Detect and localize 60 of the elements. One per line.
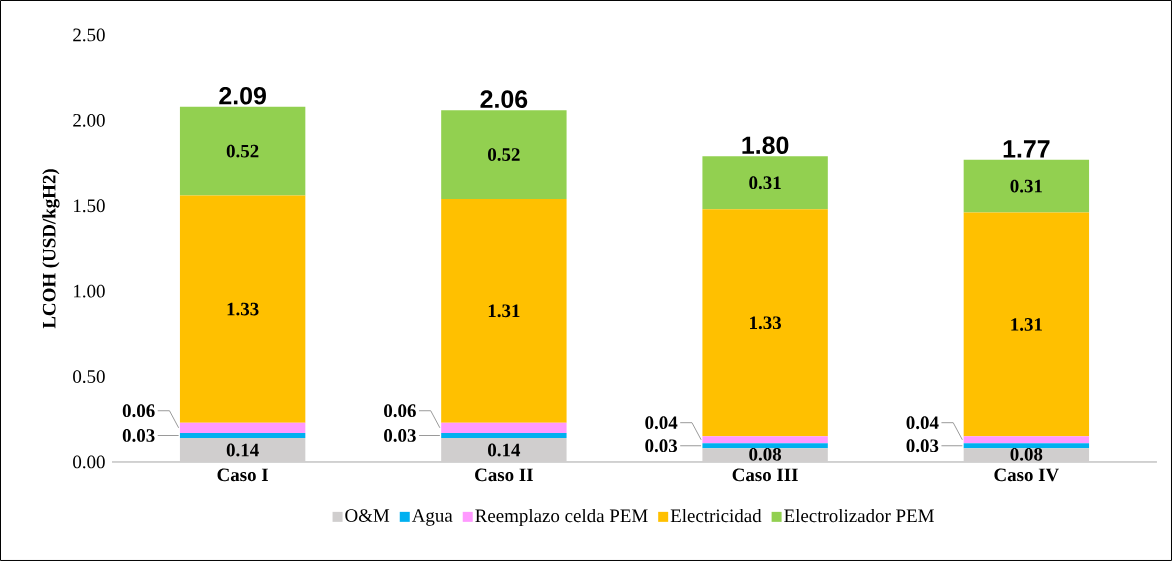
data-label: 0.06 [384, 404, 416, 418]
bar [179, 106, 306, 196]
x-tick-label: Caso I [217, 468, 268, 482]
bar [963, 448, 1090, 462]
data-label: 1.33 [227, 302, 259, 316]
data-label: 0.08 [749, 447, 782, 461]
x-tick-label: Caso IV [994, 468, 1059, 482]
total-label: 2.06 [480, 90, 528, 108]
bar [441, 432, 567, 439]
y-tick-label: 1.00 [74, 284, 105, 298]
data-label: 0.31 [749, 176, 781, 190]
data-label: 0.06 [122, 404, 155, 418]
bar [963, 159, 1090, 213]
bar [179, 422, 306, 433]
bar [179, 432, 306, 439]
x-tick-label: Caso III [732, 468, 798, 482]
data-label: 0.14 [226, 443, 259, 457]
bar [441, 422, 567, 433]
bar [963, 436, 1090, 444]
legend-label: Reemplazo celda PEM [475, 508, 648, 527]
bar [702, 209, 828, 437]
total-label: 1.80 [742, 136, 789, 155]
y-tick-label: 2.50 [73, 28, 105, 42]
total-label: 2.09 [219, 86, 266, 105]
bar [441, 198, 567, 423]
bar [963, 443, 1090, 449]
data-label: 1.31 [1011, 318, 1042, 331]
bar [441, 438, 567, 462]
data-label: 0.52 [226, 144, 259, 158]
legend-label: Electrolizador PEM [784, 508, 934, 523]
legend-label: Agua [411, 509, 453, 526]
data-label: 0.14 [488, 443, 521, 457]
y-tick-label: 0.50 [73, 370, 105, 384]
data-label: 1.33 [750, 316, 782, 330]
data-label: 0.08 [1010, 447, 1043, 461]
bar [702, 156, 828, 210]
total-label: 1.77 [1003, 140, 1050, 158]
y-axis-title: LCOH (USD/kgH2) [42, 169, 60, 329]
bar [179, 195, 306, 423]
data-label: 1.31 [488, 304, 520, 318]
data-label: 0.31 [1010, 179, 1042, 193]
bar [702, 443, 828, 449]
y-tick-label: 0.00 [73, 455, 105, 469]
data-label: 0.03 [122, 429, 155, 442]
data-label: 0.03 [645, 439, 678, 453]
data-label: 0.52 [488, 148, 520, 161]
y-tick-label: 1.50 [74, 199, 105, 213]
x-tick-label: Caso II [475, 468, 533, 482]
bar [702, 436, 828, 444]
y-tick-label: 2.00 [73, 113, 105, 127]
bar [441, 110, 567, 199]
data-label: 0.04 [645, 416, 678, 430]
data-label: 0.03 [906, 439, 939, 453]
legend-label: O&M [345, 509, 390, 522]
data-label: 0.03 [384, 429, 416, 442]
bar [179, 438, 306, 462]
bar [702, 448, 828, 462]
bar [963, 212, 1090, 437]
legend-label: Electricidad [670, 508, 762, 523]
data-label: 0.04 [906, 416, 939, 430]
